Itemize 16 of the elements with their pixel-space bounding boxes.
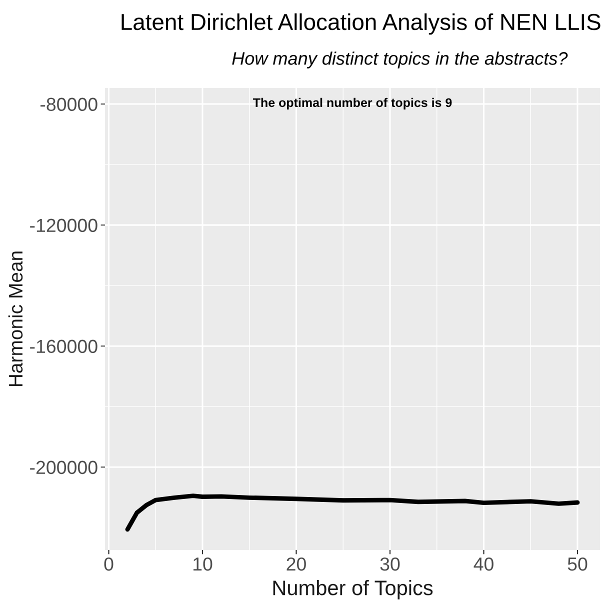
chart-subtitle: How many distinct topics in the abstracts? xyxy=(232,52,568,68)
y-tick-label: -80000 xyxy=(40,98,98,112)
x-axis-title: Number of Topics xyxy=(273,580,433,600)
x-tick-label: 50 xyxy=(568,557,588,571)
annotation: The optimal number of topics is 9 xyxy=(252,98,452,110)
x-tick-label: 30 xyxy=(380,557,400,571)
x-tick-label: 20 xyxy=(286,557,306,571)
y-tick-label: -160000 xyxy=(30,340,98,354)
line-series xyxy=(125,494,580,532)
x-tick-label: 0 xyxy=(104,557,114,571)
y-axis-title: Harmonic Mean xyxy=(8,252,23,386)
x-tick-label: 40 xyxy=(474,557,494,571)
chart-title: Latent Dirichlet Allocation Analysis of NEN LLIS xyxy=(122,13,600,35)
x-tick-label: 10 xyxy=(194,557,212,571)
y-tick-label: -120000 xyxy=(30,218,98,232)
y-tick-label: -200000 xyxy=(30,460,98,474)
